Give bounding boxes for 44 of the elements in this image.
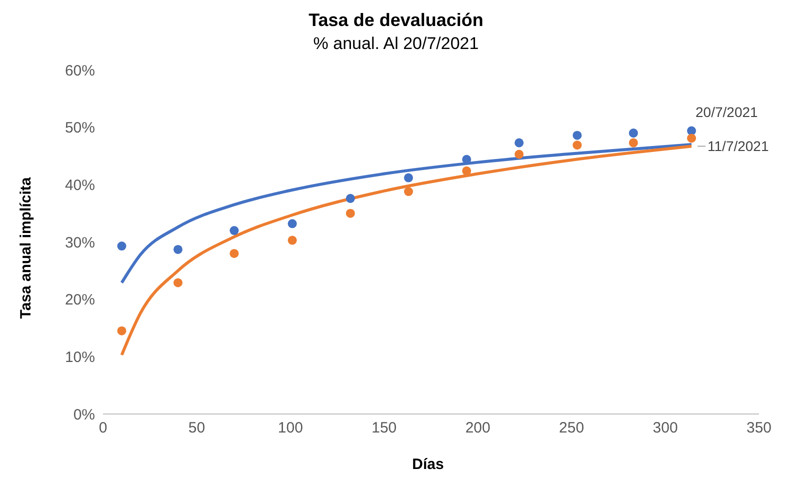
y-axis-title: Tasa anual implícita <box>18 177 34 319</box>
x-axis-title: Días <box>411 456 445 473</box>
point <box>404 173 414 182</box>
y-tick-label: 50% <box>64 120 95 137</box>
y-tick-label: 20% <box>64 292 95 309</box>
point <box>572 140 582 150</box>
y-tick-label: 60% <box>64 62 95 80</box>
point <box>514 150 524 159</box>
point <box>230 248 239 258</box>
y-tick-label: 10% <box>64 348 95 366</box>
point <box>514 138 524 148</box>
y-tick-label: 0% <box>73 406 95 424</box>
x-tick-label: 50 <box>188 420 206 437</box>
y-tick-label: 30% <box>64 234 95 252</box>
point <box>230 226 239 236</box>
x-tick-label: 200 <box>465 420 490 437</box>
line-series <box>120 143 694 284</box>
x-tick-label: 0 <box>98 420 108 437</box>
line-series <box>120 144 694 356</box>
point <box>687 126 696 136</box>
point <box>572 130 582 140</box>
point <box>173 278 182 288</box>
point <box>173 244 182 254</box>
point <box>628 138 638 148</box>
x-tick-label: 300 <box>652 420 678 437</box>
point <box>404 187 414 196</box>
point <box>346 208 355 218</box>
series-label: 11/7/2021 <box>708 138 769 154</box>
point <box>288 219 297 228</box>
series-label: 20/7/2021 <box>696 104 758 120</box>
x-tick-label: 250 <box>559 420 584 437</box>
x-tick-label: 150 <box>372 420 397 437</box>
point <box>462 166 472 176</box>
y-tick-label: 40% <box>64 176 95 194</box>
point <box>117 326 126 336</box>
point <box>687 134 696 143</box>
point <box>628 128 638 138</box>
chart-subtitle: % anual. Al 20/7/2021 <box>312 34 480 54</box>
x-tick-label: 100 <box>278 420 303 437</box>
point <box>346 194 355 203</box>
point <box>288 236 297 245</box>
point <box>117 242 126 251</box>
x-tick-label: 350 <box>746 420 772 437</box>
chart-title: Tasa de devaluación <box>308 10 484 31</box>
